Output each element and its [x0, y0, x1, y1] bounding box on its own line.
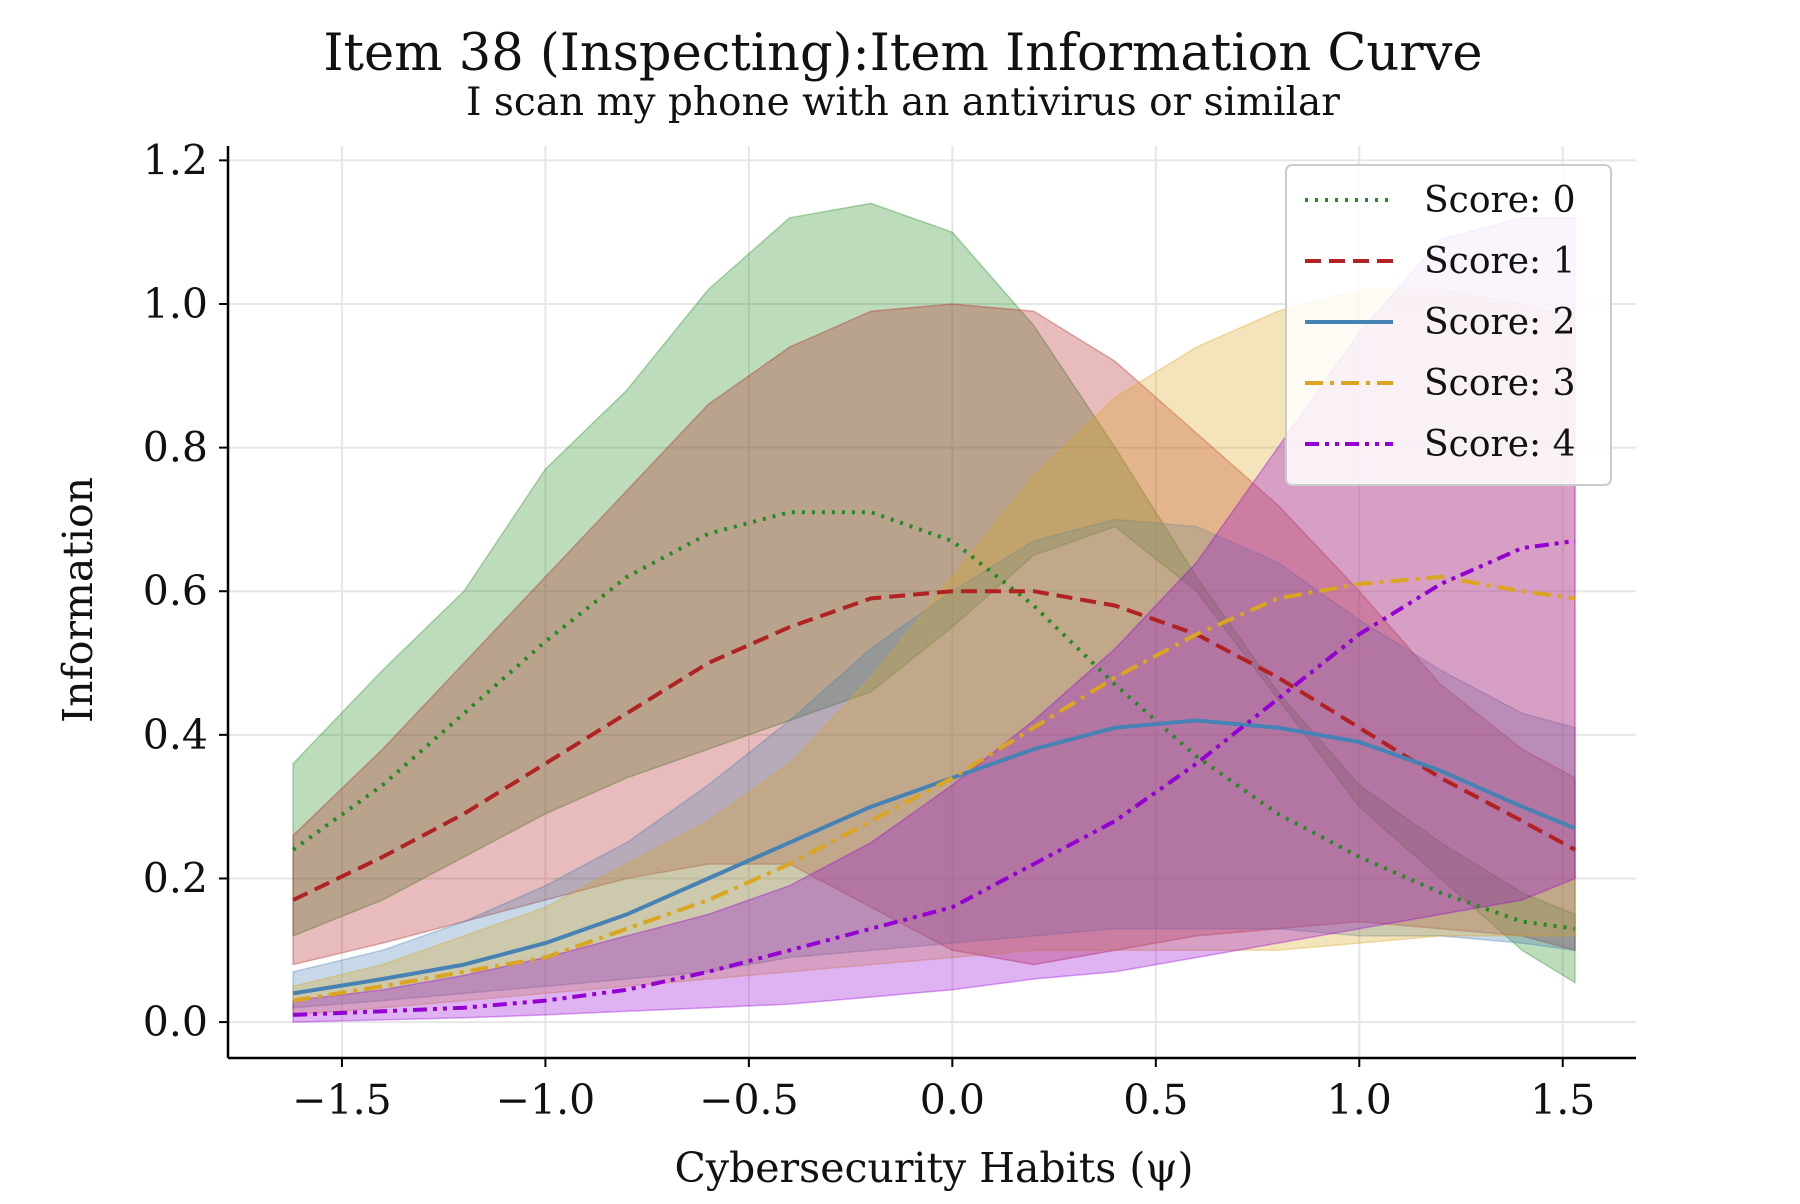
y-tick-label: 0.4	[143, 711, 208, 759]
series-lines	[291, 510, 1576, 1017]
series-line-score-4	[293, 539, 1576, 1017]
series-line-score-1	[292, 589, 1576, 902]
legend-label-score-3: Score: 3	[1424, 363, 1576, 404]
tick-labels: −1.5 −1.0 −0.5 0.0 0.5 1.0 1.5 0.0 0.2 0.4 0.6 0.8 1…	[143, 136, 1596, 1124]
confidence-band-score-0	[292, 202, 1576, 984]
confidence-bands	[292, 202, 1576, 1023]
y-tick-label: 1.0	[143, 280, 208, 328]
confidence-band-score-2	[292, 518, 1576, 1009]
chart-title: Item 38 (Inspecting):Item Information Cu…	[323, 24, 1482, 83]
y-tick-label: 0.6	[143, 567, 208, 615]
x-tick-label: 0.5	[1123, 1076, 1188, 1124]
legend-label-score-2: Score: 2	[1424, 302, 1576, 343]
x-tick-label: −1.5	[292, 1076, 392, 1124]
x-tick-label: −0.5	[699, 1076, 799, 1124]
series-line-score-3	[292, 574, 1576, 1003]
x-tick-label: 0.0	[920, 1076, 985, 1124]
confidence-band-score-4	[292, 217, 1576, 1023]
x-tick-label: −1.0	[496, 1076, 596, 1124]
confidence-band-score-1	[292, 303, 1576, 966]
y-axis-label: Information	[54, 477, 102, 723]
x-tick-label: 1.0	[1327, 1076, 1392, 1124]
legend-label-score-0: Score: 0	[1424, 180, 1576, 221]
y-tick-label: 0.0	[143, 998, 208, 1046]
confidence-band-score-3	[292, 288, 1576, 1016]
legend-label-score-1: Score: 1	[1424, 241, 1576, 282]
axes	[219, 146, 1636, 1067]
series-line-score-0	[291, 510, 1576, 931]
y-tick-label: 1.2	[143, 136, 208, 184]
chart-subtitle: I scan my phone with an antivirus or sim…	[466, 80, 1340, 125]
legend-label-score-4: Score: 4	[1424, 424, 1576, 465]
y-tick-label: 0.8	[143, 424, 208, 472]
y-tick-label: 0.2	[143, 854, 208, 902]
grid	[228, 146, 1636, 1058]
x-tick-label: 1.5	[1530, 1076, 1595, 1124]
legend: Score: 0 Score: 1 Score: 2 Score: 3 Score: 4	[1285, 164, 1612, 486]
legend-box	[1285, 164, 1612, 486]
x-axis-label: Cybersecurity Habits (ψ)	[675, 1144, 1194, 1192]
